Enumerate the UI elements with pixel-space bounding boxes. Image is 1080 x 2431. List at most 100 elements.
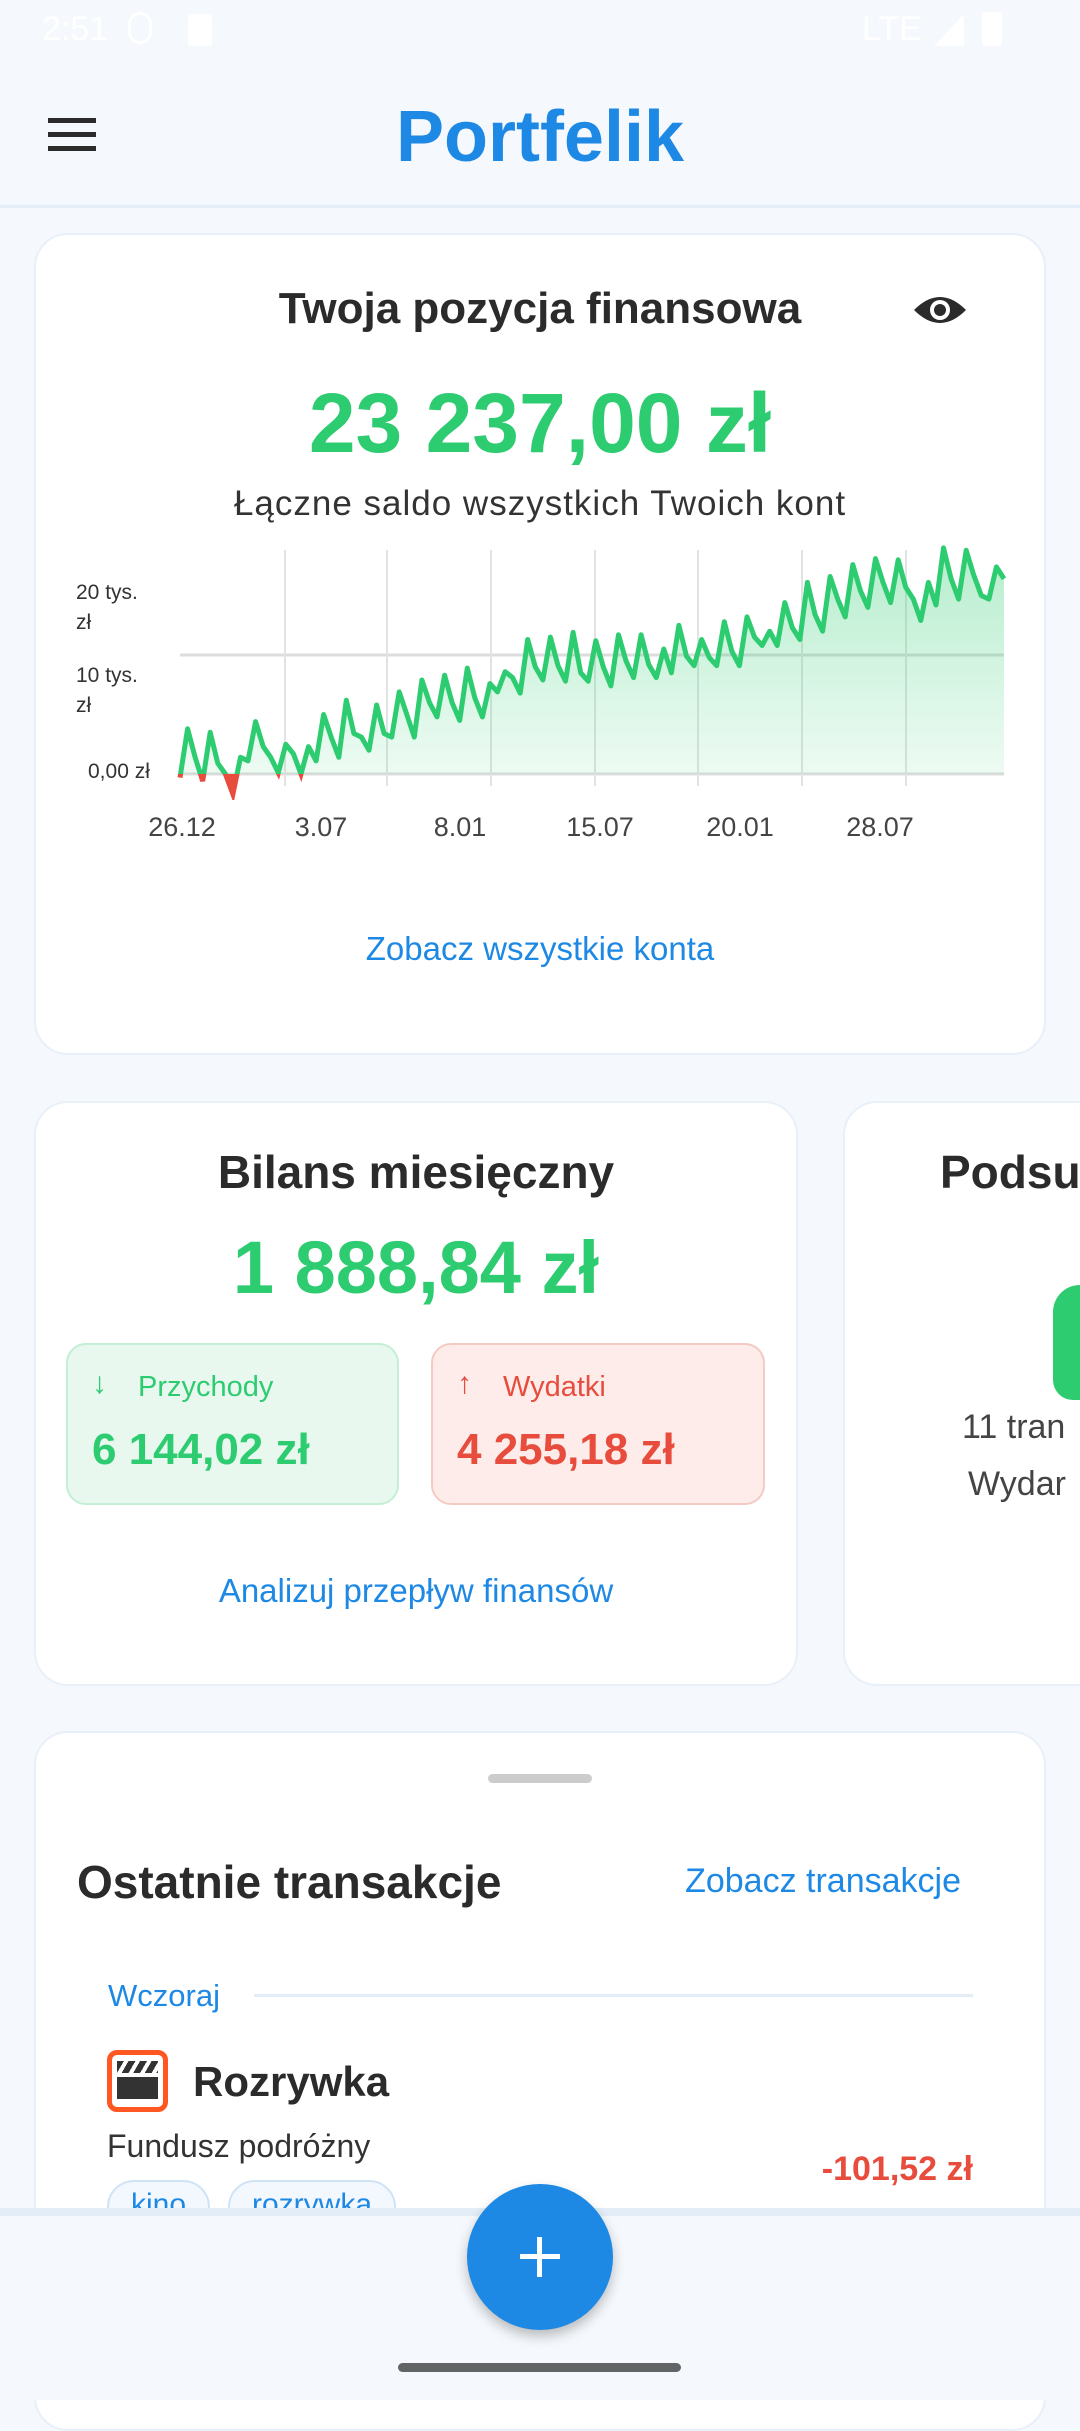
data-point — [624, 659, 628, 663]
date-group-divider — [254, 1994, 973, 1997]
data-point — [178, 776, 182, 780]
data-point — [223, 772, 227, 776]
data-point — [873, 557, 877, 561]
analyze-cashflow-link[interactable]: Analizuj przepływ finansów — [218, 1572, 614, 1609]
data-point — [942, 546, 946, 550]
data-point — [254, 720, 258, 724]
data-point — [503, 670, 507, 674]
data-point — [269, 755, 273, 759]
data-point — [511, 676, 515, 680]
data-point — [594, 639, 598, 643]
data-point — [722, 620, 726, 624]
y-tick-label-20k: 20 tys. zł — [76, 581, 138, 634]
data-point — [821, 629, 825, 633]
data-point — [375, 703, 379, 707]
y-tick-label-10k: 10 tys. zł — [76, 664, 138, 717]
summary-card[interactable] — [843, 1101, 1080, 1686]
status-bar: 2:51 LTE — [0, 0, 1080, 60]
data-point — [805, 580, 809, 584]
data-point — [186, 727, 190, 731]
income-box[interactable]: ↓ Przychody 6 144,02 zł — [66, 1343, 399, 1505]
data-point — [957, 597, 961, 601]
data-point — [299, 772, 303, 776]
data-point — [291, 752, 295, 756]
data-point — [526, 638, 530, 642]
data-point — [783, 601, 787, 605]
see-all-accounts-link[interactable]: Zobacz wszystkie konta — [365, 930, 715, 967]
add-transaction-button[interactable] — [467, 2184, 613, 2330]
data-point — [329, 735, 333, 739]
signal-icon — [934, 14, 964, 46]
arrow-up-icon: ↑ — [457, 1367, 472, 1400]
transaction-item[interactable]: Rozrywka Fundusz podróżny -101,52 zł kin… — [34, 2040, 1046, 2234]
data-point — [284, 742, 288, 746]
data-point — [193, 755, 197, 759]
data-point — [692, 664, 696, 668]
x-tick-label: 26.12 — [148, 812, 216, 842]
home-indicator[interactable] — [398, 2363, 681, 2372]
data-point — [745, 615, 749, 619]
data-point — [322, 713, 326, 717]
see-transactions-link[interactable]: Zobacz transakcje — [685, 1862, 961, 1900]
data-point — [828, 574, 832, 578]
financial-position-title: Twoja pozycja finansowa — [278, 284, 802, 333]
data-point — [337, 755, 341, 759]
data-point — [480, 715, 484, 719]
data-point — [798, 638, 802, 642]
data-point — [465, 666, 469, 670]
data-point — [919, 618, 923, 622]
income-value: 6 144,02 zł — [92, 1425, 310, 1474]
y-tick-label-0: 0,00 zł — [88, 760, 150, 783]
data-point — [632, 676, 636, 680]
income-label: Przychody — [138, 1371, 274, 1403]
data-point — [813, 613, 817, 617]
recent-transactions-title: Ostatnie transakcje — [77, 1856, 502, 1908]
data-point — [639, 633, 643, 637]
data-point — [700, 638, 704, 642]
data-point — [427, 701, 431, 705]
data-point — [579, 671, 583, 675]
data-point — [201, 779, 205, 783]
data-point — [307, 745, 311, 749]
data-point — [730, 649, 734, 653]
data-point — [208, 730, 212, 734]
balance-line — [178, 545, 1007, 774]
data-point — [435, 715, 439, 719]
data-point — [420, 678, 424, 682]
data-point — [397, 690, 401, 694]
data-point — [768, 629, 772, 633]
data-point — [314, 759, 318, 763]
data-point — [216, 761, 220, 765]
drag-handle[interactable] — [488, 1774, 592, 1783]
data-point — [571, 630, 575, 634]
date-group-label: Wczoraj — [108, 1978, 220, 2013]
eye-icon[interactable] — [912, 292, 968, 328]
data-point — [949, 577, 953, 581]
data-point — [836, 597, 840, 601]
data-point — [276, 771, 280, 775]
data-point — [231, 792, 235, 796]
data-point — [496, 690, 500, 694]
data-point — [647, 663, 651, 667]
data-point — [367, 748, 371, 752]
balance-chart — [177, 545, 1007, 800]
data-point — [934, 603, 938, 607]
data-point — [881, 580, 885, 584]
data-point — [972, 573, 976, 577]
total-balance-subtitle: Łączne saldo wszystkich Twoich kont — [233, 484, 847, 523]
hamburger-menu-icon[interactable] — [48, 118, 96, 152]
data-point — [654, 676, 658, 680]
data-point — [677, 623, 681, 627]
data-point — [359, 735, 363, 739]
data-point — [443, 673, 447, 677]
data-point — [790, 626, 794, 630]
data-point — [616, 633, 620, 637]
sd-card-icon — [188, 14, 212, 46]
data-point — [851, 563, 855, 567]
data-point — [669, 671, 673, 675]
data-point — [775, 643, 779, 647]
summary-chart-segment — [1053, 1285, 1080, 1400]
app-title: Portfelik — [395, 97, 685, 177]
expenses-box[interactable]: ↑ Wydatki 4 255,18 zł — [431, 1343, 765, 1505]
data-point — [858, 589, 862, 593]
